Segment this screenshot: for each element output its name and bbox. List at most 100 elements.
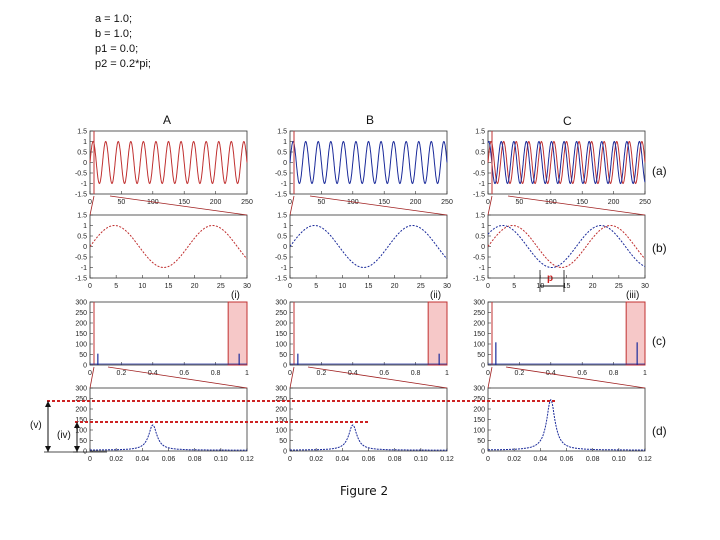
x-tick-label: 0.02 [507,456,521,463]
x-tick-label: 0 [288,456,292,463]
panel-frame [289,301,448,366]
x-tick-label: 20 [191,283,199,290]
y-tick-label: 150 [75,417,87,424]
x-tick-label: 0.04 [136,456,150,463]
y-tick-label: 200 [275,321,287,328]
x-tick-label: 0.8 [211,370,221,377]
y-tick-label: 1.5 [475,213,485,220]
y-tick-label: -1.5 [473,192,485,199]
y-tick-label: 0 [481,363,485,370]
param-p2: p2 = 0.2*pi; [95,58,151,70]
signal-line-zoom [89,225,248,268]
y-tick-label: 300 [75,300,87,307]
x-tick-label: 0.6 [577,370,587,377]
panel-frame [89,214,248,279]
y-tick-label: 1 [283,223,287,230]
y-tick-label: 100 [75,342,87,349]
y-tick-label: -1 [81,265,87,272]
x-tick-label: 25 [615,283,623,290]
x-tick-label: 200 [210,199,222,206]
x-tick-label: 15 [365,283,373,290]
x-tick-label: 5 [114,283,118,290]
mirror-highlight [227,301,248,366]
x-tick-label: 150 [178,199,190,206]
y-tick-label: 300 [473,300,485,307]
y-tick-label: 150 [473,331,485,338]
level-label-v: (v) [30,420,42,431]
y-tick-label: 250 [275,310,287,317]
x-tick-label: 0.08 [388,456,402,463]
y-tick-label: -1.5 [275,192,287,199]
y-tick-label: 250 [75,396,87,403]
row-label-b: (b) [652,241,667,255]
y-tick-label: 1.5 [77,129,87,136]
y-tick-label: 0.5 [277,234,287,241]
signal-line-zoom [289,225,448,268]
y-tick-label: 300 [75,386,87,393]
y-tick-label: 200 [473,407,485,414]
y-tick-label: -1 [81,181,87,188]
y-tick-label: -0.5 [275,255,287,262]
panel-a-2: 1.510.50-0.5-1-1.50 50 100 150 200 250 [275,129,453,207]
x-tick-label: 0 [288,199,292,206]
x-tick-label: 0.2 [117,370,127,377]
x-tick-label: 200 [410,199,422,206]
x-tick-label: 0.12 [240,456,254,463]
x-tick-label: 25 [417,283,425,290]
x-tick-label: 1 [245,370,249,377]
y-tick-label: 1.5 [277,213,287,220]
y-tick-label: 0 [481,244,485,251]
param-b: b = 1.0; [95,28,132,40]
phase-label: p [547,273,553,284]
x-tick-label: 0 [486,283,490,290]
y-tick-label: -0.5 [75,255,87,262]
y-tick-label: 1.5 [277,129,287,136]
x-tick-label: 0.10 [414,456,428,463]
signal-line-zoom [487,225,646,268]
panel-b-2: 1.510.50-0.5-1-1.50 5 10 15 20 25 30 [275,213,451,291]
x-tick-label: 0.6 [179,370,189,377]
y-tick-label: 1 [83,223,87,230]
mirror-highlight [427,301,448,366]
y-tick-label: -0.5 [75,171,87,178]
param-a: a = 1.0; [95,13,132,25]
x-tick-label: 100 [545,199,557,206]
x-tick-label: 100 [347,199,359,206]
y-tick-label: 1.5 [77,213,87,220]
x-tick-label: 0.2 [515,370,525,377]
y-tick-label: 150 [473,417,485,424]
y-tick-label: 50 [477,438,485,445]
x-tick-label: 30 [641,283,649,290]
level-arrow-v-tail [45,446,51,452]
panel-frame [89,130,248,195]
y-tick-label: 100 [473,428,485,435]
x-tick-label: 1 [445,370,449,377]
marker-i: (i) [231,290,240,301]
signal-line [89,140,248,185]
y-tick-label: 200 [473,321,485,328]
panel-b-1: 1.510.50-0.5-1-1.50 5 10 15 20 25 30 [75,213,251,291]
y-tick-label: 0.5 [475,150,485,157]
column-title-a: A [163,113,171,127]
y-tick-label: -1 [281,181,287,188]
x-tick-label: 50 [118,199,126,206]
panel-a-3: 1.510.50-0.5-1-1.50 50 100 150 200 250 [473,129,651,207]
panel-d-2: 300 250 200 150 100 50 00 0.02 0.04 0.06 0.08 0.10 0… [275,386,454,464]
x-tick-label: 50 [318,199,326,206]
y-tick-label: 50 [279,352,287,359]
x-tick-label: 0.8 [411,370,421,377]
y-tick-label: -1 [281,265,287,272]
panel-d-3: 300 250 200 150 100 50 00 0.02 0.04 0.06 0.08 0.10 0… [473,386,652,464]
x-tick-label: 10 [338,283,346,290]
y-tick-label: 0.5 [475,234,485,241]
row-label-d: (d) [652,424,667,438]
y-tick-label: 250 [275,396,287,403]
panel-frame [289,387,448,452]
y-tick-label: 1.5 [475,129,485,136]
y-tick-label: 0 [283,363,287,370]
zoom-connector [307,366,448,389]
y-tick-label: 250 [473,310,485,317]
panel-frame [289,214,448,279]
